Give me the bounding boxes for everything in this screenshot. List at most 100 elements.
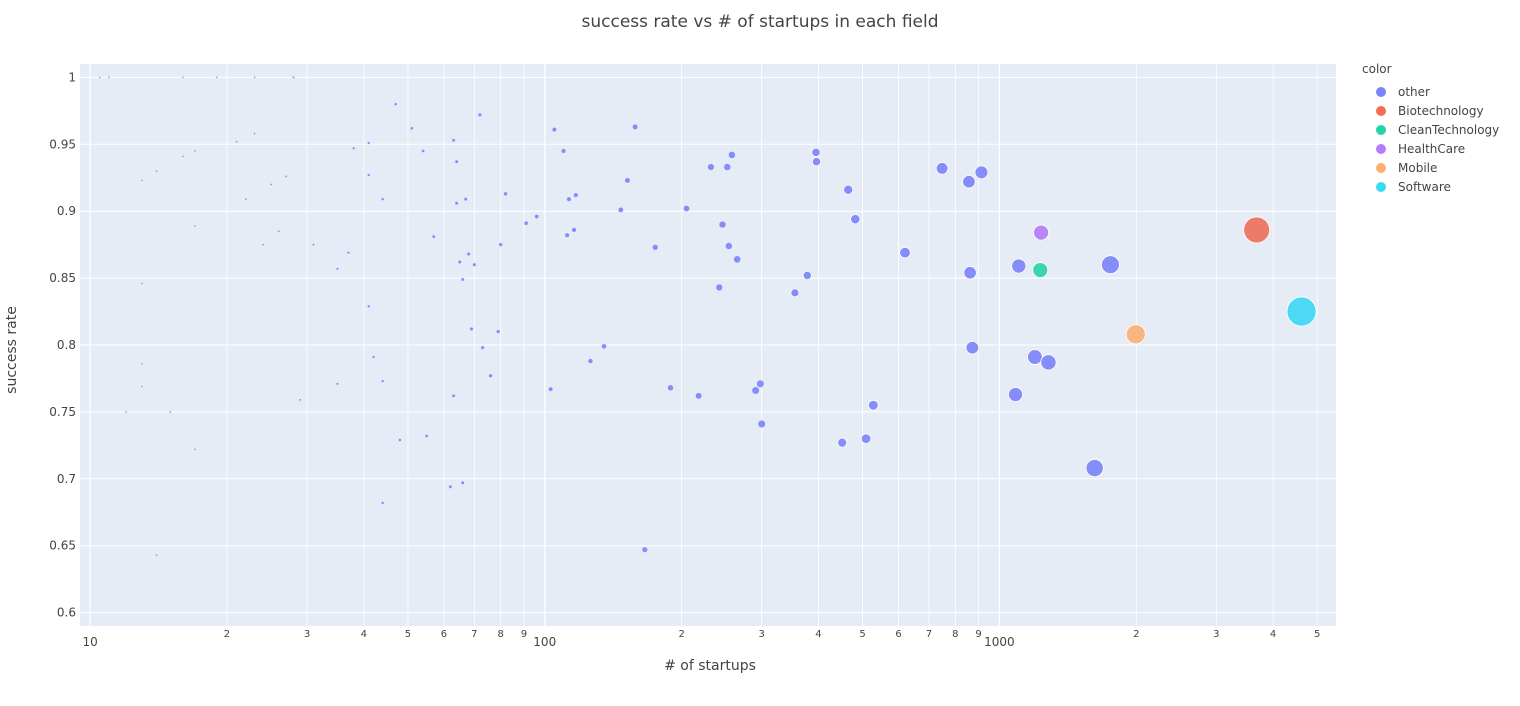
data-point-other[interactable] bbox=[935, 162, 949, 175]
data-point-other[interactable] bbox=[725, 242, 733, 250]
data-point-other[interactable] bbox=[962, 175, 976, 189]
data-point-software[interactable] bbox=[1286, 296, 1317, 327]
data-point-other[interactable] bbox=[477, 112, 482, 117]
data-point-cleantechnology[interactable] bbox=[1032, 262, 1049, 278]
data-point-other[interactable] bbox=[460, 277, 465, 282]
data-point-other[interactable] bbox=[552, 127, 557, 132]
data-point-other[interactable] bbox=[503, 191, 508, 196]
data-point-healthcare[interactable] bbox=[1033, 224, 1050, 241]
data-point-other[interactable] bbox=[451, 138, 456, 143]
data-point-other[interactable] bbox=[140, 362, 144, 365]
data-point-other[interactable] bbox=[421, 149, 425, 153]
data-point-other[interactable] bbox=[299, 398, 302, 402]
data-point-other[interactable] bbox=[367, 173, 371, 177]
data-point-other[interactable] bbox=[496, 329, 501, 334]
data-point-other[interactable] bbox=[457, 260, 462, 264]
data-point-other[interactable] bbox=[843, 184, 854, 195]
data-point-other[interactable] bbox=[181, 155, 185, 158]
data-point-other[interactable] bbox=[695, 392, 702, 400]
legend-item-software[interactable]: Software bbox=[1362, 177, 1499, 196]
data-point-other[interactable] bbox=[1027, 349, 1043, 365]
data-point-other[interactable] bbox=[140, 282, 144, 285]
data-point-other[interactable] bbox=[235, 140, 238, 143]
data-point-other[interactable] bbox=[618, 207, 624, 213]
data-point-other[interactable] bbox=[469, 327, 474, 331]
data-point-other[interactable] bbox=[850, 214, 861, 225]
data-point-other[interactable] bbox=[352, 146, 356, 150]
legend-item-cleantechnology[interactable]: CleanTechnology bbox=[1362, 120, 1499, 139]
data-point-other[interactable] bbox=[751, 386, 760, 395]
data-point-other[interactable] bbox=[571, 227, 577, 233]
data-point-other[interactable] bbox=[480, 345, 485, 350]
data-point-other[interactable] bbox=[451, 393, 456, 398]
data-point-other[interactable] bbox=[140, 179, 144, 182]
data-point-other[interactable] bbox=[652, 244, 659, 251]
data-point-other[interactable] bbox=[523, 221, 529, 226]
data-point-other[interactable] bbox=[965, 340, 980, 355]
data-point-other[interactable] bbox=[811, 147, 821, 157]
legend-item-biotechnology[interactable]: Biotechnology bbox=[1362, 101, 1499, 120]
data-point-other[interactable] bbox=[193, 149, 197, 153]
data-point-other[interactable] bbox=[215, 76, 219, 79]
data-point-other[interactable] bbox=[587, 358, 593, 364]
data-point-other[interactable] bbox=[802, 270, 812, 280]
data-point-other[interactable] bbox=[718, 221, 727, 229]
data-point-other[interactable] bbox=[277, 230, 281, 233]
data-point-other[interactable] bbox=[790, 288, 800, 298]
data-point-other[interactable] bbox=[561, 148, 566, 154]
data-point-other[interactable] bbox=[472, 262, 477, 267]
data-point-other[interactable] bbox=[448, 484, 453, 489]
data-point-other[interactable] bbox=[624, 177, 631, 184]
data-point-other[interactable] bbox=[155, 169, 158, 173]
data-point-other[interactable] bbox=[1085, 459, 1104, 478]
data-points[interactable] bbox=[98, 76, 1317, 557]
data-point-other[interactable] bbox=[410, 126, 414, 130]
legend-item-other[interactable]: other bbox=[1362, 82, 1499, 101]
data-point-other[interactable] bbox=[98, 76, 101, 79]
data-point-other[interactable] bbox=[155, 553, 158, 557]
data-point-other[interactable] bbox=[463, 197, 468, 202]
data-point-other[interactable] bbox=[336, 267, 339, 271]
data-point-other[interactable] bbox=[381, 501, 385, 505]
data-point-other[interactable] bbox=[454, 201, 459, 206]
data-point-other[interactable] bbox=[963, 266, 977, 280]
data-point-other[interactable] bbox=[312, 243, 315, 246]
legend-item-healthcare[interactable]: HealthCare bbox=[1362, 139, 1499, 158]
data-point-other[interactable] bbox=[253, 132, 256, 135]
data-point-other[interactable] bbox=[601, 343, 607, 349]
data-point-other[interactable] bbox=[193, 448, 197, 451]
data-point-other[interactable] bbox=[837, 437, 848, 448]
data-point-other[interactable] bbox=[707, 163, 715, 171]
data-point-other[interactable] bbox=[244, 197, 247, 201]
data-point-other[interactable] bbox=[498, 242, 503, 247]
data-point-other[interactable] bbox=[683, 205, 690, 212]
data-point-other[interactable] bbox=[564, 232, 570, 238]
data-point-biotechnology[interactable] bbox=[1243, 216, 1271, 244]
data-point-other[interactable] bbox=[107, 76, 111, 79]
data-point-other[interactable] bbox=[715, 283, 723, 291]
data-point-mobile[interactable] bbox=[1125, 324, 1146, 345]
data-point-other[interactable] bbox=[292, 76, 295, 79]
data-point-other[interactable] bbox=[641, 546, 648, 553]
data-point-other[interactable] bbox=[347, 251, 350, 255]
data-point-other[interactable] bbox=[548, 386, 553, 392]
data-point-other[interactable] bbox=[1040, 354, 1057, 371]
data-point-other[interactable] bbox=[269, 183, 273, 186]
data-point-other[interactable] bbox=[432, 234, 436, 239]
data-point-other[interactable] bbox=[124, 410, 128, 414]
data-point-other[interactable] bbox=[367, 141, 371, 145]
data-point-other[interactable] bbox=[566, 196, 572, 202]
data-point-other[interactable] bbox=[466, 252, 471, 256]
data-point-other[interactable] bbox=[381, 197, 385, 201]
data-point-other[interactable] bbox=[757, 420, 766, 428]
data-point-other[interactable] bbox=[573, 192, 579, 198]
data-point-other[interactable] bbox=[723, 163, 731, 171]
legend-item-mobile[interactable]: Mobile bbox=[1362, 158, 1499, 177]
data-point-other[interactable] bbox=[381, 379, 385, 383]
data-point-other[interactable] bbox=[1011, 258, 1027, 274]
data-point-other[interactable] bbox=[460, 480, 465, 485]
data-point-other[interactable] bbox=[728, 151, 736, 159]
data-point-other[interactable] bbox=[860, 433, 872, 444]
data-point-other[interactable] bbox=[454, 159, 459, 164]
data-point-other[interactable] bbox=[811, 157, 822, 167]
